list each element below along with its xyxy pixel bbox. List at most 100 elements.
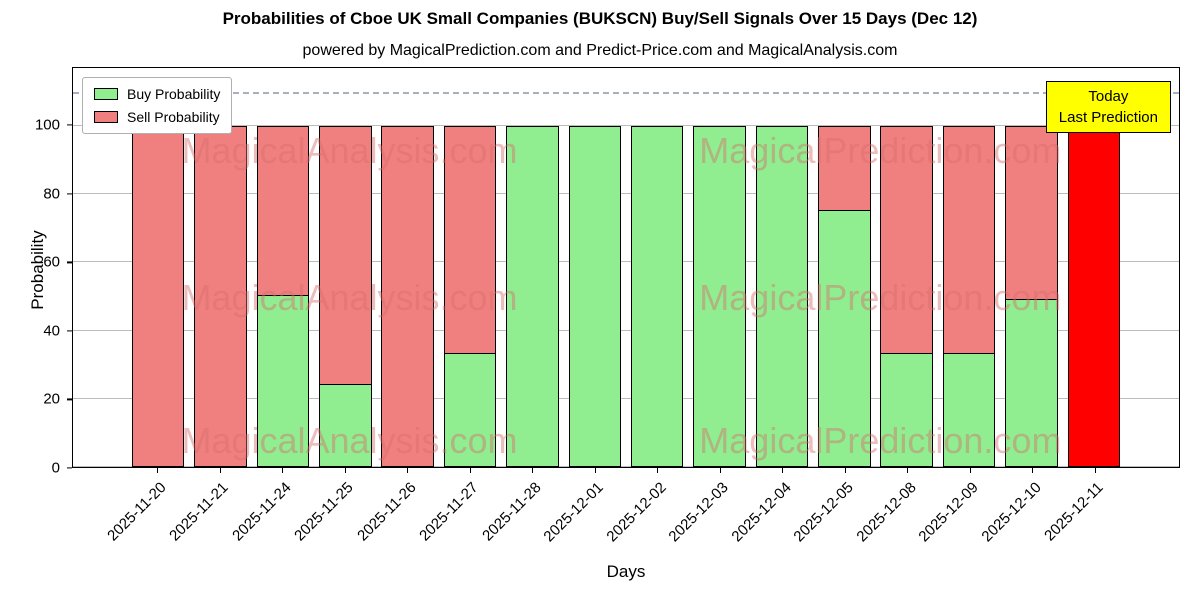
x-axis-ticks: 2025-11-20 2025-11-21 2025-11-24 2025-11-25… (72, 468, 1180, 568)
y-tick-label: 60 (43, 253, 60, 271)
x-tick: 2025-11-28 (479, 468, 564, 568)
gridline-y-20 (73, 397, 1179, 399)
bar-2025-12-04 (755, 125, 809, 467)
gridline-y-60 (73, 261, 1179, 263)
chart-subtitle: powered by MagicalPrediction.com and Pre… (302, 42, 898, 59)
bar-slot (1063, 68, 1125, 467)
buy-segment (256, 296, 310, 467)
y-tick-mark (67, 398, 72, 401)
x-tick-mark (782, 468, 784, 473)
y-axis-ticks: 0 20 40 60 80 100 (0, 67, 72, 477)
x-tick: 2025-12-01 (540, 468, 627, 568)
x-tick: 2025-12-11 (1041, 468, 1127, 568)
x-tick: 2025-12-10 (978, 468, 1064, 568)
legend: Buy Probability Sell Probability (82, 77, 233, 134)
bar-2025-11-27 (443, 125, 497, 467)
x-tick-mark (844, 468, 846, 473)
annotation-line-last-prediction: Last Prediction (1058, 109, 1158, 126)
bar-2025-11-25 (319, 125, 372, 467)
buy-segment (755, 125, 809, 467)
annotation-line-today: Today (1088, 88, 1129, 105)
x-tick-mark (219, 468, 221, 473)
y-tick-label: 80 (43, 185, 60, 203)
x-tick-mark (1094, 468, 1096, 473)
x-tick-mark (532, 468, 534, 473)
bar-slot (501, 68, 563, 467)
y-tick-mark (67, 261, 72, 263)
buy-segment (506, 125, 559, 467)
bar-slot (189, 68, 251, 467)
y-tick-mark (67, 193, 72, 195)
gridline-y-40 (73, 329, 1179, 331)
plot-area: MagicalAnalysis.com MagicalPrediction.com… (72, 67, 1180, 468)
bar-slot (813, 68, 875, 467)
bar-slot (564, 68, 626, 467)
bar-2025-12-05 (818, 125, 871, 467)
x-tick: 2025-11-24 (229, 468, 314, 568)
sell-segment (131, 125, 185, 467)
y-tick-mark (67, 124, 72, 126)
bar-2025-11-24 (256, 125, 310, 467)
bar-2025-12-11 (1067, 125, 1120, 467)
y-tick-mark (67, 467, 72, 469)
y-tick-label: 0 (51, 459, 60, 477)
bar-2025-11-20 (131, 125, 185, 467)
x-tick: 2025-11-25 (291, 468, 377, 568)
x-tick-mark (1032, 468, 1034, 473)
x-tick: 2025-12-04 (728, 468, 814, 568)
bar-slot (377, 68, 439, 467)
bar-2025-11-28 (506, 125, 559, 467)
x-tick: 2025-11-21 (166, 468, 252, 568)
sell-segment (818, 125, 871, 212)
buy-segment (319, 385, 372, 467)
legend-item: Sell Probability (94, 109, 220, 125)
bar-slot (439, 68, 501, 467)
x-tick: 2025-11-26 (354, 468, 439, 568)
x-tick-mark (469, 468, 471, 473)
buy-segment (568, 125, 621, 467)
legend-label: Buy Probability (127, 86, 221, 102)
buy-segment (1005, 299, 1058, 467)
y-tick-label: 100 (34, 116, 60, 134)
x-tick-mark (157, 468, 159, 473)
bar-slot (314, 68, 376, 467)
x-axis-label: Days (606, 562, 646, 581)
buy-segment (818, 211, 871, 467)
buy-segment (693, 125, 746, 467)
x-tick: 2025-11-20 (104, 468, 189, 568)
sell-segment (319, 125, 372, 386)
legend-swatch (94, 111, 118, 123)
legend-item: Buy Probability (94, 86, 220, 102)
bar-2025-12-08 (880, 125, 933, 467)
legend-label: Sell Probability (127, 109, 220, 125)
bar-slot (252, 68, 314, 467)
sell-segment (1005, 125, 1058, 300)
sell-segment (256, 125, 310, 297)
today-bar-segment (1067, 125, 1120, 467)
bar-slot (626, 68, 688, 467)
gridline-y-100 (73, 124, 1179, 126)
x-tick: 2025-12-09 (915, 468, 1002, 568)
chart-title: Probabilities of Cboe UK Small Companies… (222, 9, 978, 28)
bar-2025-12-09 (942, 125, 996, 467)
bar-2025-12-02 (630, 125, 684, 467)
sell-segment (880, 125, 933, 355)
bars-layer (73, 68, 1179, 467)
x-tick: 2025-12-05 (790, 468, 877, 568)
buy-segment (630, 125, 684, 467)
today-annotation: Today Last Prediction (1045, 81, 1171, 133)
x-tick-mark (969, 468, 971, 473)
bar-slot (751, 68, 813, 467)
buy-segment (880, 354, 933, 467)
bar-slot (127, 68, 189, 467)
bar-2025-11-26 (381, 125, 434, 467)
bar-2025-12-03 (693, 125, 746, 467)
x-tick: 2025-12-08 (853, 468, 939, 568)
threshold-dashed-line (73, 91, 1179, 94)
legend-swatch (94, 88, 118, 100)
sell-segment (194, 125, 247, 467)
x-tick-mark (344, 468, 346, 473)
buy-segment (942, 354, 996, 467)
bar-slot (876, 68, 938, 467)
x-tick-mark (907, 468, 909, 473)
